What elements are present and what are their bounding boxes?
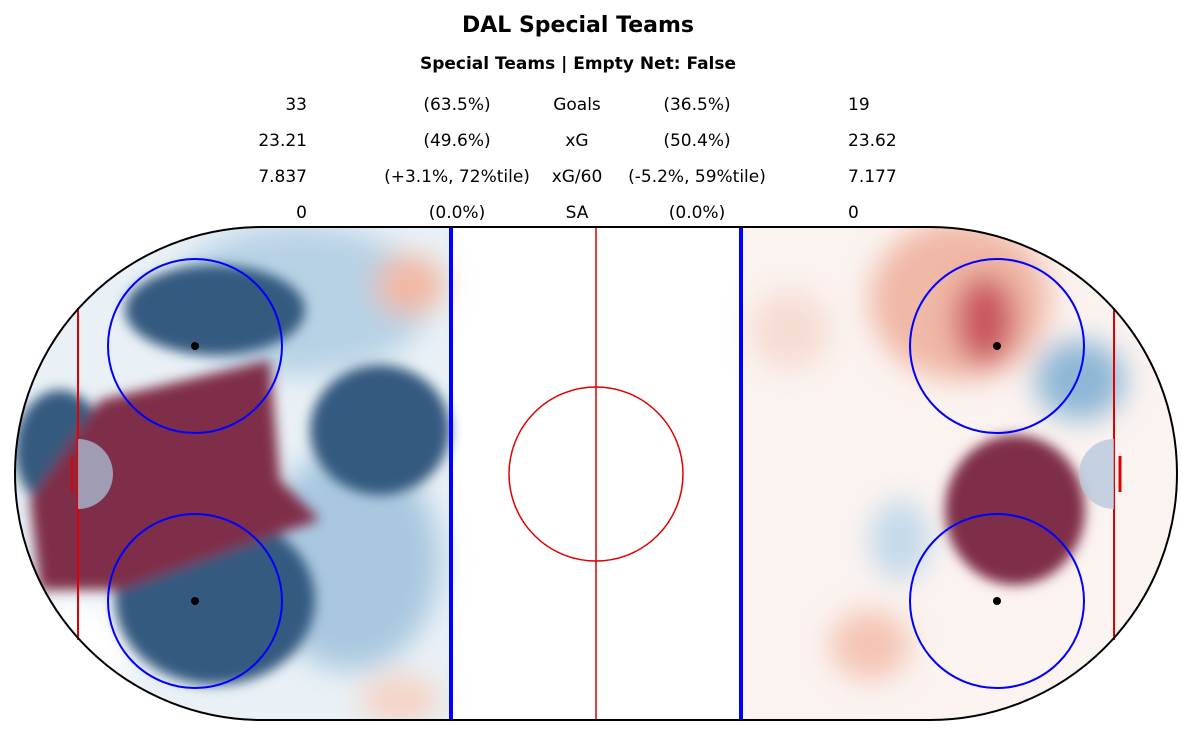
right-share: (-5.2%, 59%tile) [628, 167, 766, 187]
right-value: 7.177 [848, 167, 897, 187]
left-value: 33 [285, 95, 307, 115]
subtitle: Special Teams | Empty Net: False [420, 54, 736, 74]
stat-label: xG/60 [552, 167, 603, 187]
heatmap [15, 227, 1177, 720]
left-share: (63.5%) [423, 95, 490, 115]
stat-label: SA [566, 203, 589, 223]
left-value: 23.21 [258, 131, 307, 151]
title: DAL Special Teams [462, 13, 694, 38]
left-share: (+3.1%, 72%tile) [384, 167, 530, 187]
stats-table: 33 (63.5%) Goals (36.5%) 19 23.21 (49.6%) xG (50… [258, 95, 896, 223]
left-share: (0.0%) [429, 203, 485, 223]
right-share: (0.0%) [669, 203, 725, 223]
left-value: 0 [296, 203, 307, 223]
right-value: 19 [848, 95, 870, 115]
stat-label: Goals [553, 95, 601, 115]
rink [14, 226, 1178, 721]
stat-label: xG [565, 131, 588, 151]
right-value: 23.62 [848, 131, 897, 151]
right-value: 0 [848, 203, 859, 223]
right-share: (36.5%) [663, 95, 730, 115]
left-value: 7.837 [258, 167, 307, 187]
right-share: (50.4%) [663, 131, 730, 151]
left-share: (49.6%) [423, 131, 490, 151]
